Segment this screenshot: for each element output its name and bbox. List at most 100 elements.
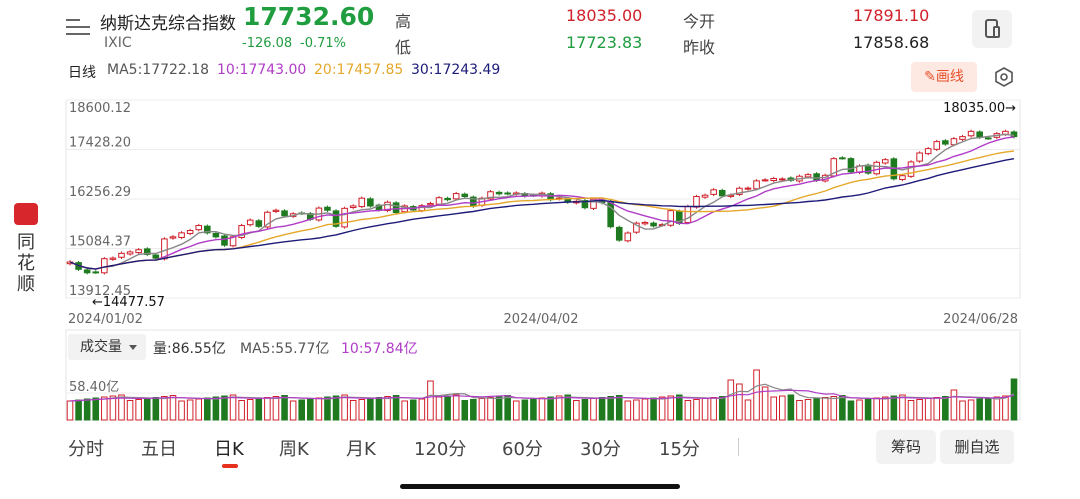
phone-view-button[interactable] <box>972 10 1012 48</box>
volume-bar <box>109 395 117 421</box>
volume-bar <box>487 397 494 421</box>
tab-15min[interactable]: 15分 <box>659 439 700 460</box>
divider <box>738 438 739 456</box>
volume-bar <box>444 395 451 421</box>
tab-30min[interactable]: 30分 <box>580 439 621 460</box>
tab-60min[interactable]: 60分 <box>502 439 543 460</box>
volume-bar <box>143 398 151 421</box>
volume-bar <box>830 396 838 421</box>
volume-bar <box>289 400 297 421</box>
volume-bar <box>821 397 829 421</box>
active-tab-indicator <box>222 464 238 468</box>
volume-bar <box>298 399 305 421</box>
volume-bar <box>530 398 537 421</box>
volume-bar <box>890 395 898 421</box>
volume-bar <box>401 400 408 421</box>
candle-body <box>967 130 975 137</box>
ma5-value: MA5:17722.18 <box>107 62 210 78</box>
candle-body <box>272 209 280 212</box>
volume-bar <box>796 400 803 421</box>
tab-weekly-k[interactable]: 周K <box>279 439 309 460</box>
volume-bar <box>367 398 374 421</box>
volume-bar <box>66 400 74 421</box>
candle-body <box>246 219 254 226</box>
volume-bar <box>75 399 82 421</box>
volume-bar <box>984 397 992 421</box>
y-tick-label: 13912.45 <box>69 284 131 299</box>
volume-bar <box>169 395 177 421</box>
volume-bar <box>624 400 632 421</box>
candle-body <box>169 236 177 239</box>
min-annotation: ←14477.57 <box>92 295 165 310</box>
volume-bar <box>135 399 142 421</box>
candle-body <box>701 194 709 198</box>
candle-body <box>495 191 503 195</box>
indicator-select[interactable]: 成交量 <box>68 334 146 360</box>
candle-body <box>641 221 649 225</box>
volume-bar <box>761 386 769 421</box>
volume-bar <box>221 395 228 421</box>
volume-bar <box>693 399 700 421</box>
volume-value: 量:86.55亿 <box>153 341 226 357</box>
candle-body <box>143 248 151 255</box>
prev-close-value: 17858.68 <box>853 33 930 52</box>
candle-body <box>204 225 211 234</box>
candle-body <box>753 180 760 190</box>
volume-bar <box>933 397 941 421</box>
candle-body <box>178 232 185 238</box>
candle-body <box>435 197 443 205</box>
low-label: 低 <box>395 38 412 57</box>
candle-body <box>152 254 160 259</box>
volume-bar <box>435 396 443 421</box>
candlestick-chart[interactable]: 18600.12 17428.20 16256.29 15084.37 13912.45… <box>0 90 1080 330</box>
tab-daily-k[interactable]: 日K <box>214 439 244 460</box>
high-value: 18035.00 <box>566 6 643 25</box>
volume-bar <box>229 394 237 421</box>
remove-watchlist-button[interactable]: 删自选 <box>940 430 1014 464</box>
candle-body <box>633 222 640 233</box>
candle-body <box>487 191 494 200</box>
volume-bar <box>881 396 889 421</box>
candle-body <box>684 205 692 223</box>
x-tick-label: 2024/06/28 <box>943 312 1018 327</box>
high-label: 高 <box>395 12 412 31</box>
candle-body <box>118 252 125 258</box>
candle-body <box>101 258 108 274</box>
candle-body <box>92 271 100 274</box>
candle-body <box>899 175 906 180</box>
volume-bar <box>504 395 511 421</box>
volume-bar <box>727 379 735 421</box>
volume-bar <box>349 400 357 421</box>
draw-line-button[interactable]: ✎画线 <box>911 62 977 92</box>
volume-bar <box>615 395 623 421</box>
ma5-line <box>69 133 1015 270</box>
prev-close-label: 昨收 <box>683 38 716 57</box>
candle-body <box>839 157 846 160</box>
volume-bar <box>272 396 280 421</box>
candle-body <box>916 152 923 162</box>
ma10-value: 10:17743.00 <box>217 62 307 78</box>
volume-bar <box>152 397 160 421</box>
candle-body <box>281 210 288 217</box>
volume-chart[interactable]: 58.40亿 <box>0 325 1080 425</box>
tab-120min[interactable]: 120分 <box>414 439 467 460</box>
brand-logo-icon <box>14 203 38 225</box>
volume-bar <box>315 397 323 421</box>
max-annotation: 18035.00→ <box>943 101 1016 116</box>
settings-icon[interactable] <box>993 66 1015 88</box>
chips-button[interactable]: 筹码 <box>876 430 936 464</box>
candle-body <box>761 179 769 182</box>
candle-body <box>461 193 469 198</box>
volume-bar <box>710 397 717 421</box>
volume-bar <box>684 400 692 421</box>
candle-body <box>718 189 726 197</box>
tab-timeshare[interactable]: 分时 <box>68 439 104 460</box>
volume-axis-label: 58.40亿 <box>69 380 119 395</box>
tab-five-day[interactable]: 五日 <box>141 439 177 460</box>
volume-bar <box>736 383 743 421</box>
volume-bar <box>607 396 614 421</box>
tab-monthly-k[interactable]: 月K <box>346 439 376 460</box>
menu-icon[interactable] <box>66 16 90 38</box>
candle-body <box>770 177 777 182</box>
volume-bar <box>787 394 795 421</box>
